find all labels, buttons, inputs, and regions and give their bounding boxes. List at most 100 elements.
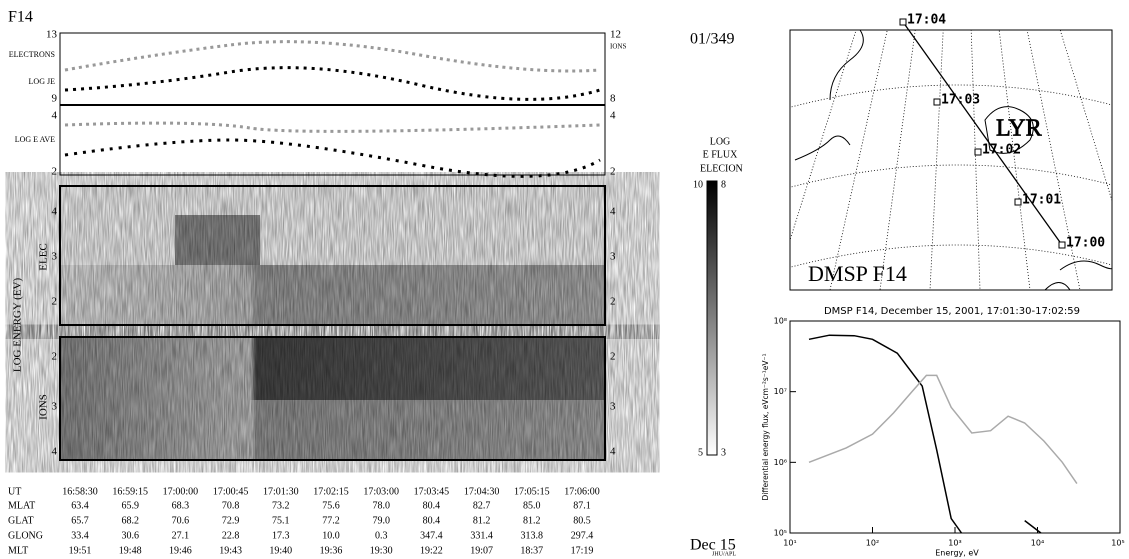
cell: 22.8	[222, 530, 240, 541]
colorbar-tick: 10	[693, 179, 703, 190]
tick-label: 8	[610, 93, 616, 105]
cell: 17.3	[272, 530, 290, 541]
cell: 19:30	[370, 545, 393, 556]
cell: 17:06:00	[564, 486, 600, 497]
tick-label: 3	[610, 401, 616, 413]
cell: 19:36	[320, 545, 343, 556]
cell: 85.0	[523, 500, 541, 511]
cell: 0.3	[375, 530, 388, 541]
tick-label: 4	[610, 206, 616, 218]
colorbar	[706, 180, 718, 456]
elec-spectrogram-noise	[60, 186, 605, 325]
cell: 16:59:15	[112, 486, 148, 497]
time-label: 17:02	[982, 143, 1021, 158]
colorbar-label: ELEC	[700, 163, 725, 174]
map-title: DMSP F14	[808, 261, 907, 286]
station-label: LYR	[996, 116, 1042, 142]
cell: 30.6	[121, 530, 139, 541]
cell: 17:05:15	[514, 486, 550, 497]
axis-label: ELECTRONS	[9, 50, 55, 59]
row-label: UT	[8, 486, 21, 497]
tick-label: 13	[46, 29, 58, 41]
cell: 313.8	[521, 530, 544, 541]
row-label: MLAT	[8, 500, 35, 511]
cell: 19:46	[169, 545, 192, 556]
colorbar-title: E FLUX	[703, 149, 739, 160]
map-grid	[790, 30, 1112, 290]
chart-title: DMSP F14, December 15, 2001, 17:01:30-17…	[824, 306, 1080, 317]
cell: 87.1	[573, 500, 591, 511]
cell: 75.1	[272, 515, 290, 526]
cell: 19:40	[269, 545, 292, 556]
axis-label: LOG E AVE	[15, 135, 55, 144]
cell: 297.4	[571, 530, 594, 541]
tick-label: 4	[52, 206, 58, 218]
tick-label: 2	[610, 166, 616, 178]
cell: 17:01:30	[263, 486, 299, 497]
cell: 17:00:00	[163, 486, 199, 497]
cell: 70.6	[172, 515, 190, 526]
cell: 331.4	[470, 530, 493, 541]
tick-label: 2	[52, 296, 58, 308]
ions-spectrogram-noise	[60, 337, 605, 460]
x-tick-label: 10³	[948, 539, 961, 548]
tick-label: 4	[610, 110, 616, 122]
cell: 63.4	[71, 500, 89, 511]
track	[902, 21, 1063, 246]
series-line	[808, 334, 1042, 534]
y-tick-label: 10⁵	[774, 529, 787, 538]
colorbar-title: LOG	[710, 136, 731, 147]
cell: 79.0	[372, 515, 390, 526]
time-label: 17:03	[941, 93, 980, 108]
tick-label: 4	[52, 446, 58, 458]
cell: 78.0	[372, 500, 390, 511]
x-tick-label: 10²	[866, 539, 879, 548]
cell: 17:02:15	[313, 486, 349, 497]
time-label: 17:01	[1022, 193, 1061, 208]
time-label: 17:04	[907, 13, 946, 28]
axis-label: IONS	[610, 43, 626, 51]
tick-label: 2	[52, 351, 58, 363]
tick-label: 3	[52, 251, 58, 263]
cell: 73.2	[272, 500, 290, 511]
tick-label: 4	[610, 446, 616, 458]
cell: 72.9	[222, 515, 240, 526]
cell: 347.4	[420, 530, 443, 541]
row-label: GLONG	[8, 530, 43, 541]
cell: 80.4	[423, 515, 441, 526]
cell: 17:00:45	[213, 486, 249, 497]
cell: 10.0	[322, 530, 340, 541]
y-tick-label: 10⁸	[774, 317, 787, 326]
row-label: GLAT	[8, 515, 34, 526]
tick-label: 4	[52, 110, 58, 122]
row-label: MLT	[8, 545, 28, 556]
electron-flux-trace	[64, 66, 601, 101]
cell: 80.5	[573, 515, 591, 526]
ion-energy-trace	[64, 121, 601, 133]
cell: 19:51	[69, 545, 92, 556]
track-marker	[899, 18, 907, 26]
cell: 19:48	[119, 545, 142, 556]
cell: 68.3	[172, 500, 190, 511]
track-marker	[974, 148, 982, 156]
cell: 19:07	[470, 545, 493, 556]
map-frame	[789, 29, 1113, 291]
cell: 33.4	[71, 530, 89, 541]
x-tick-label: 10⁵	[1111, 539, 1124, 548]
coastline	[794, 30, 1112, 290]
axis-label: LOG ENERGY (EV)	[12, 278, 24, 373]
cell: 18:37	[520, 545, 543, 556]
y-tick-label: 10⁷	[774, 387, 787, 396]
axis-label: IONS	[38, 394, 50, 420]
tick-label: 2	[610, 351, 616, 363]
tick-label: 12	[610, 29, 621, 41]
cell: 19:43	[219, 545, 242, 556]
x-axis-label: Energy, eV	[935, 549, 979, 558]
cell: 27.1	[172, 530, 190, 541]
cell: 70.8	[222, 500, 240, 511]
y-tick-label: 10⁶	[774, 458, 787, 467]
date-label: Dec 15	[690, 537, 736, 554]
axis-label: LOG JE	[29, 77, 56, 86]
